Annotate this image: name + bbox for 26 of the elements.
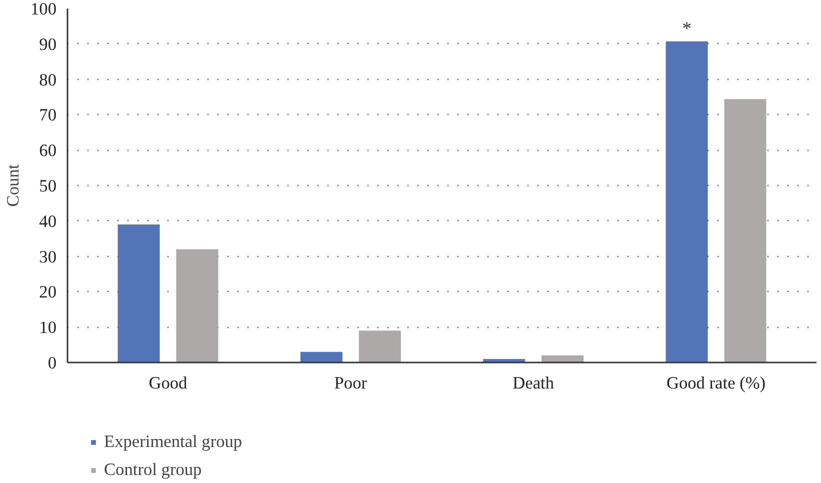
y-tick-label: 100	[30, 0, 57, 18]
x-tick-label: Good	[148, 374, 188, 392]
y-axis-title: Count	[4, 164, 23, 207]
bar	[542, 355, 584, 362]
bar	[724, 99, 766, 362]
x-tick-label: Good rate (%)	[666, 374, 766, 392]
y-tick-label: 20	[39, 282, 56, 302]
y-tick-label: 30	[39, 247, 56, 266]
y-tick-label: 0	[48, 354, 57, 372]
y-tick-label: 90	[39, 34, 56, 54]
bar	[358, 330, 401, 362]
bar	[118, 224, 160, 362]
y-tick-label: 50	[39, 176, 56, 196]
y-tick-label: 70	[39, 106, 56, 125]
annotation: *	[682, 18, 692, 40]
y-tick-label: 60	[39, 141, 56, 160]
y-tick-label: 40	[39, 212, 56, 231]
y-tick-label: 10	[39, 318, 56, 338]
legend-label: Control group	[104, 460, 202, 480]
x-tick-label: Death	[512, 374, 554, 392]
legend-label: Experimental group	[104, 432, 242, 452]
x-tick-label: Poor	[334, 374, 368, 392]
bar	[666, 41, 708, 362]
y-tick-label: 80	[39, 70, 56, 90]
bar	[176, 249, 218, 362]
bar	[300, 352, 342, 362]
